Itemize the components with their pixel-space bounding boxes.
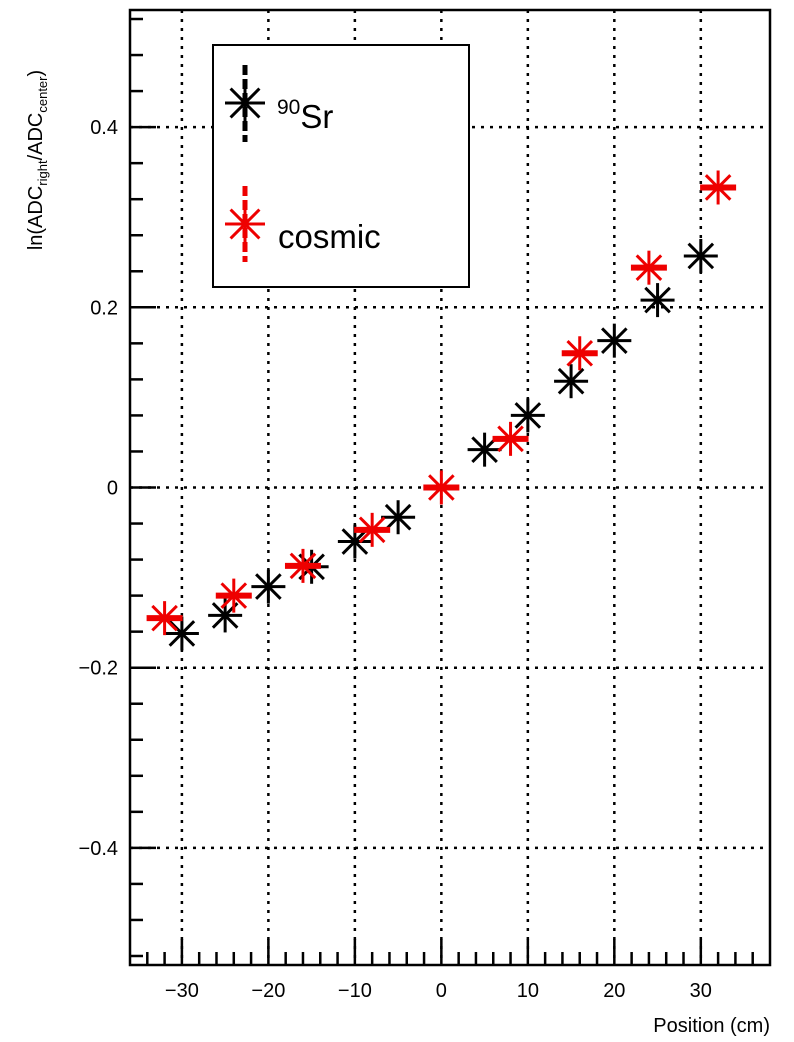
legend-label-cosmic: cosmic [278, 218, 381, 255]
legend-label-sr90-text: Sr [300, 98, 333, 135]
y-title-main: ln(ADC [25, 186, 47, 250]
axis-ticks [130, 17, 754, 965]
y-title-sub-center: center [35, 76, 50, 113]
sr90-point [597, 323, 632, 358]
cosmic-point [562, 336, 597, 371]
x-tick-label: −20 [251, 980, 285, 1002]
y-title-sub-right: right [35, 160, 50, 186]
tick-labels: −30 −20 −10 0 10 20 30 −0.4 −0.2 0 0.2 0.4 [79, 117, 712, 1002]
data-points [146, 170, 737, 651]
sr90-point [381, 500, 416, 535]
cosmic-point [631, 250, 666, 285]
cosmic-point [355, 512, 390, 547]
legend-label-sr90: 90Sr [277, 96, 333, 135]
y-tick-label: 0 [107, 478, 118, 500]
x-tick-label: 30 [690, 980, 712, 1002]
legend-star-sr90 [225, 83, 265, 123]
sr90-point [683, 238, 718, 273]
sr90-point [640, 283, 675, 318]
sr90-point [251, 569, 286, 604]
x-tick-label: 10 [517, 980, 539, 1002]
legend-marker-sr90 [225, 65, 265, 142]
x-tick-label: −10 [338, 980, 372, 1002]
cosmic-point [216, 578, 251, 613]
sr90-point [164, 616, 199, 651]
cosmic-point [285, 548, 320, 583]
sr90-point [554, 364, 589, 399]
x-tick-label: 0 [436, 980, 447, 1002]
y-axis-title: ln(ADCright/ADCcenter) [25, 70, 50, 250]
legend-star-cosmic [225, 204, 265, 244]
y-title-mid: /ADC [25, 113, 47, 161]
y-tick-label: 0.2 [90, 297, 118, 319]
y-tick-label: −0.4 [79, 838, 118, 860]
cosmic-point [147, 601, 182, 636]
y-tick-label: −0.2 [79, 658, 118, 680]
y-tick-label: 0.4 [90, 117, 118, 139]
x-axis-title: Position (cm) [653, 1015, 770, 1037]
legend-box [212, 44, 470, 288]
y-title-end: ) [25, 70, 47, 77]
legend-label-sr90-sup: 90 [277, 96, 300, 119]
cosmic-point [701, 170, 736, 205]
x-tick-label: −30 [165, 980, 199, 1002]
cosmic-point [424, 470, 459, 505]
legend: 90Sr cosmic [212, 44, 470, 288]
legend-marker-cosmic [225, 186, 265, 262]
cosmic-point [493, 421, 528, 456]
x-tick-label: 20 [603, 980, 625, 1002]
sr90-point [510, 398, 545, 433]
